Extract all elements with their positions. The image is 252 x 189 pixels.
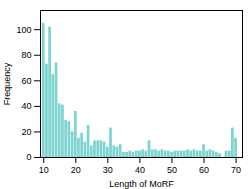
svg-text:Frequency: Frequency xyxy=(2,62,12,105)
svg-text:60: 60 xyxy=(199,165,209,175)
svg-text:100: 100 xyxy=(16,25,31,35)
svg-text:20: 20 xyxy=(71,165,81,175)
svg-text:10: 10 xyxy=(39,165,49,175)
svg-text:60: 60 xyxy=(21,76,31,86)
svg-text:30: 30 xyxy=(103,165,113,175)
svg-text:50: 50 xyxy=(167,165,177,175)
svg-text:80: 80 xyxy=(21,50,31,60)
svg-text:40: 40 xyxy=(21,101,31,111)
svg-text:Length of MoRF: Length of MoRF xyxy=(109,179,174,189)
svg-text:70: 70 xyxy=(231,165,241,175)
svg-text:20: 20 xyxy=(21,127,31,137)
svg-text:0: 0 xyxy=(26,152,31,162)
svg-text:40: 40 xyxy=(135,165,145,175)
